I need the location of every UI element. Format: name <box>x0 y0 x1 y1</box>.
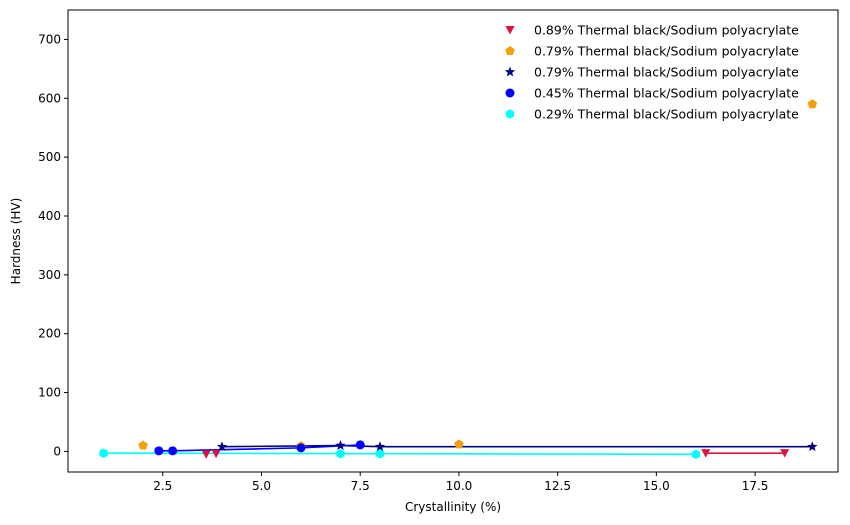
x-axis-ticks: 2.5 5.0 7.5 10.0 12.5 15.0 17.5 <box>153 472 768 493</box>
y-tick-label: 500 <box>38 150 61 164</box>
data-point-series-3 <box>296 443 306 453</box>
data-point-series-4 <box>691 449 700 460</box>
plot-area <box>68 10 838 472</box>
legend-label-2: 0.79% Thermal black/Sodium polyacrylate <box>534 65 799 80</box>
x-tick-label: 5.0 <box>252 479 271 493</box>
x-tick-label: 2.5 <box>153 479 172 493</box>
series-line-4 <box>103 452 696 456</box>
data-point-series-4 <box>336 448 345 459</box>
data-point-series-0 <box>701 449 711 458</box>
x-tick-label: 15.0 <box>643 479 670 493</box>
y-tick-label: 200 <box>38 327 61 341</box>
x-tick-label: 12.5 <box>544 479 571 493</box>
data-point-series-0 <box>211 449 221 459</box>
legend-marker-4 <box>505 109 515 119</box>
x-tick-label: 17.5 <box>742 479 769 493</box>
y-tick-label: 700 <box>38 32 61 46</box>
y-axis-ticks: 0 100 200 300 400 500 600 700 <box>38 32 68 458</box>
data-point-series-3 <box>355 440 365 450</box>
data-point-series-2 <box>335 440 346 450</box>
data-point-series-1 <box>454 439 464 449</box>
legend-marker-1 <box>505 46 515 56</box>
y-tick-label: 600 <box>38 91 61 105</box>
series-line-3 <box>158 444 361 452</box>
legend-label-3: 0.45% Thermal black/Sodium polyacrylate <box>534 86 799 101</box>
y-tick-label: 0 <box>53 444 61 458</box>
legend-label-0: 0.89% Thermal black/Sodium polyacrylate <box>534 23 799 38</box>
y-tick-label: 400 <box>38 209 61 223</box>
data-point-series-3 <box>154 446 164 456</box>
series-points <box>99 99 818 460</box>
legend-marker-3 <box>505 88 515 98</box>
data-point-series-4 <box>99 448 108 458</box>
data-point-series-2 <box>216 441 228 452</box>
x-axis-label: Crystallinity (%) <box>405 500 501 514</box>
data-point-series-0 <box>780 449 790 458</box>
y-tick-label: 300 <box>38 268 61 282</box>
data-point-series-2 <box>374 441 386 452</box>
y-tick-label: 100 <box>38 386 61 400</box>
legend-label-4: 0.29% Thermal black/Sodium polyacrylate <box>534 107 799 122</box>
data-point-series-4 <box>375 448 385 459</box>
legend: 0.89% Thermal black/Sodium polyacrylate 0… <box>504 23 799 122</box>
x-tick-label: 7.5 <box>351 479 370 493</box>
legend-marker-0 <box>505 26 515 35</box>
data-point-series-1 <box>138 440 148 450</box>
data-point-series-1 <box>807 99 818 109</box>
legend-label-1: 0.79% Thermal black/Sodium polyacrylate <box>534 44 799 59</box>
x-tick-label: 10.0 <box>446 479 473 493</box>
data-point-series-2 <box>807 441 818 452</box>
y-axis-label: Hardness (HV) <box>9 198 23 285</box>
data-point-series-0 <box>201 450 211 459</box>
plot-frame <box>67 9 839 473</box>
legend-marker-2 <box>504 66 516 77</box>
data-point-series-3 <box>168 446 178 456</box>
